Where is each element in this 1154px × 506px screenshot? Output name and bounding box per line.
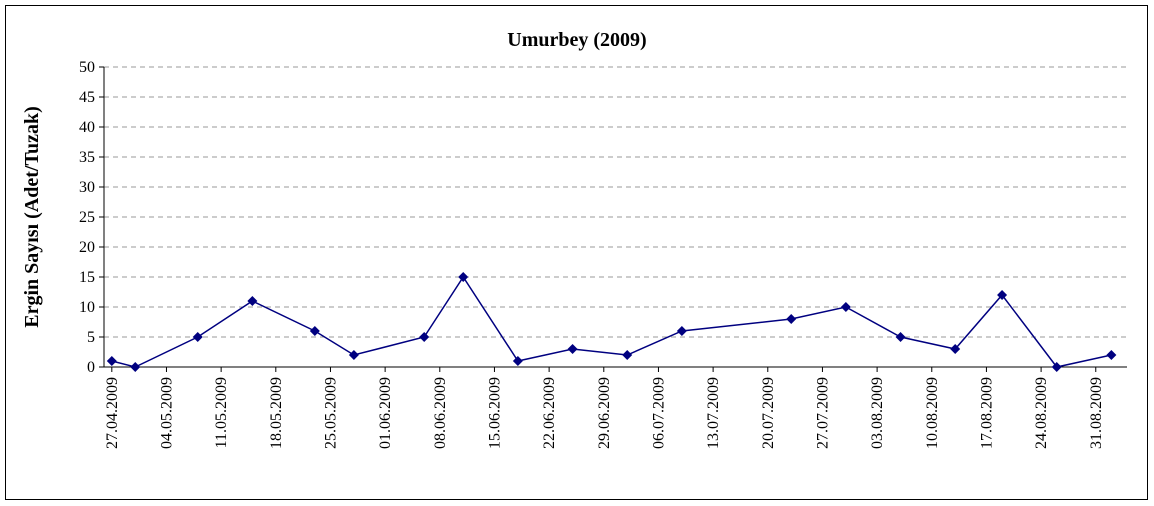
x-tick-label: 31.08.2009: [1088, 377, 1105, 449]
x-tick-label: 11.05.2009: [213, 377, 230, 448]
y-tick-label: 35: [79, 149, 95, 166]
y-tick-label: 50: [79, 59, 95, 76]
marker: [192, 332, 203, 342]
marker: [786, 314, 797, 324]
y-tick-label: 15: [79, 269, 95, 286]
chart-frame: [5, 5, 1148, 500]
marker: [950, 344, 961, 354]
marker: [895, 332, 906, 342]
chart-title: Umurbey (2009): [507, 29, 646, 51]
marker: [997, 290, 1008, 300]
y-tick-label: 45: [79, 89, 95, 106]
x-tick-label: 29.06.2009: [596, 377, 613, 449]
y-tick-label: 10: [79, 299, 95, 316]
x-tick-label: 25.05.2009: [322, 377, 339, 449]
marker: [512, 356, 523, 366]
x-tick-label: 20.07.2009: [760, 377, 777, 449]
x-tick-label: 27.04.2009: [104, 377, 121, 449]
x-tick-label: 01.06.2009: [377, 377, 394, 449]
y-tick-label: 0: [87, 359, 95, 376]
marker: [458, 272, 469, 282]
marker: [567, 344, 578, 354]
marker: [622, 350, 633, 360]
y-tick-label: 5: [87, 329, 95, 346]
marker: [840, 302, 851, 312]
x-tick-label: 24.08.2009: [1033, 377, 1050, 449]
marker: [1051, 362, 1062, 372]
marker: [309, 326, 320, 336]
y-tick-label: 20: [79, 239, 95, 256]
marker: [676, 326, 687, 336]
x-tick-label: 08.06.2009: [432, 377, 449, 449]
x-tick-label: 18.05.2009: [268, 377, 285, 449]
marker: [419, 332, 430, 342]
marker: [1106, 350, 1117, 360]
x-tick-label: 15.06.2009: [486, 377, 503, 449]
marker: [348, 350, 359, 360]
x-tick-label: 13.07.2009: [705, 377, 722, 449]
x-tick-label: 03.08.2009: [869, 377, 886, 449]
marker: [106, 356, 117, 366]
marker: [247, 296, 258, 306]
y-tick-label: 30: [79, 179, 95, 196]
y-tick-label: 40: [79, 119, 95, 136]
marker: [130, 362, 141, 372]
x-tick-label: 04.05.2009: [158, 377, 175, 449]
y-axis-label: Ergin Sayısı (Adet/Tuzak): [21, 106, 43, 328]
x-tick-label: 17.08.2009: [978, 377, 995, 449]
x-tick-label: 06.07.2009: [650, 377, 667, 449]
y-tick-label: 25: [79, 209, 95, 226]
x-tick-label: 22.06.2009: [541, 377, 558, 449]
x-tick-label: 10.08.2009: [924, 377, 941, 449]
x-tick-label: 27.07.2009: [814, 377, 831, 449]
